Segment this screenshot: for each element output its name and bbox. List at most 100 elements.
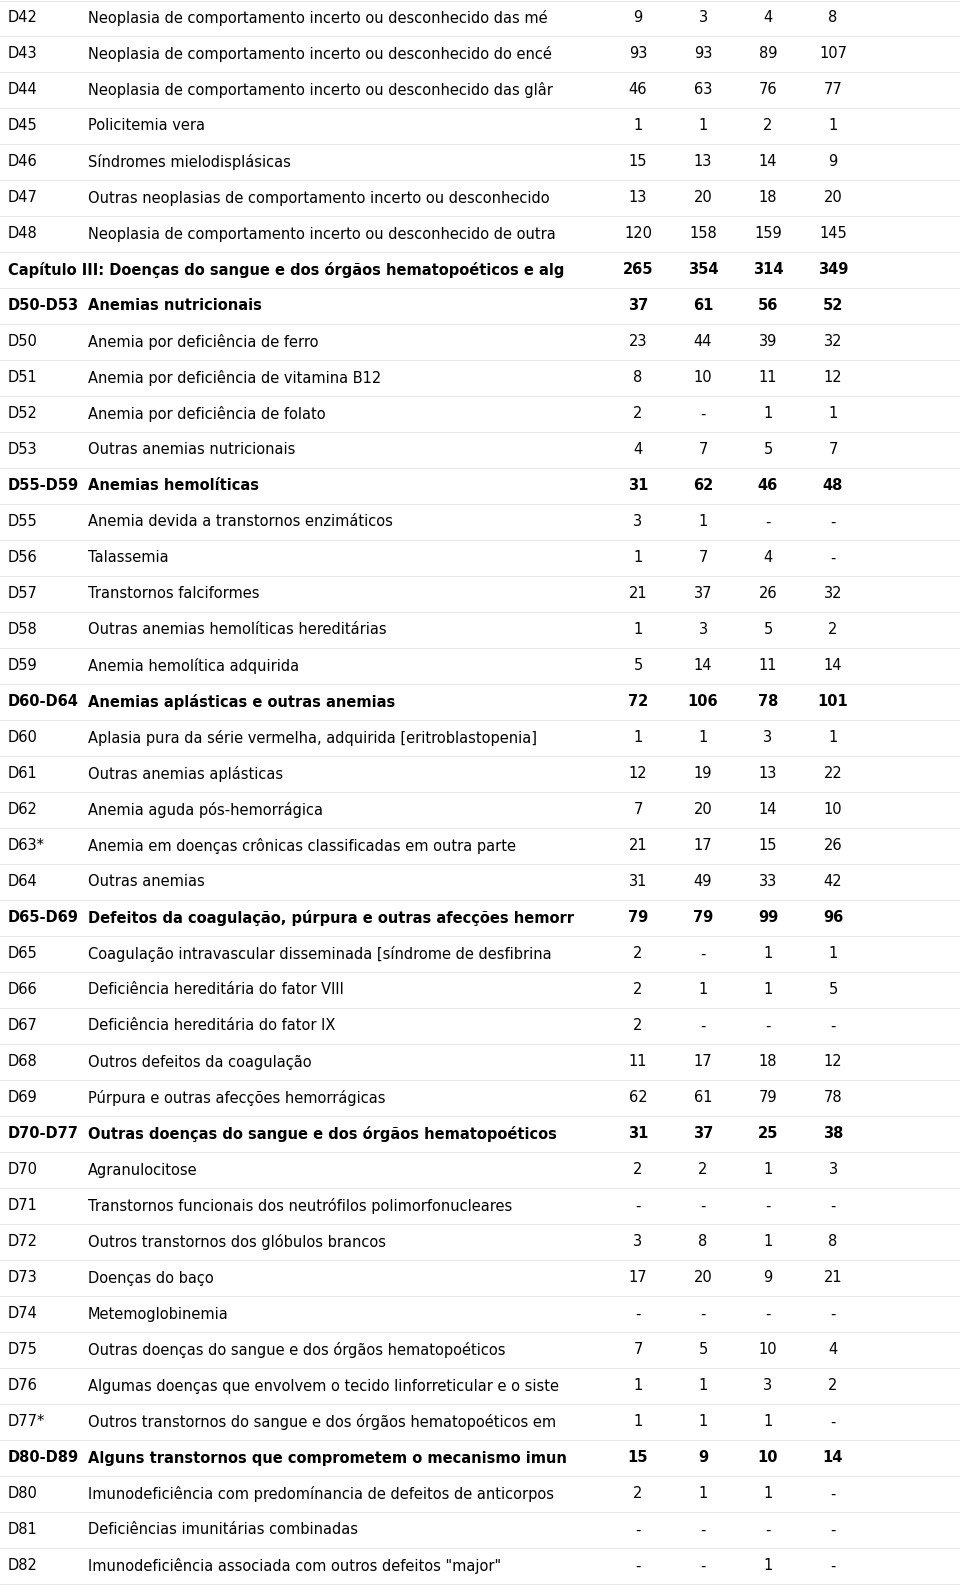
- Text: 56: 56: [757, 299, 779, 314]
- Text: 1: 1: [828, 406, 838, 422]
- Text: -: -: [830, 1487, 836, 1501]
- Text: 20: 20: [694, 191, 712, 205]
- Text: 14: 14: [758, 802, 778, 818]
- Text: D82: D82: [8, 1559, 37, 1573]
- Text: -: -: [636, 1199, 640, 1213]
- Text: 10: 10: [757, 1450, 779, 1466]
- Text: 9: 9: [763, 1270, 773, 1285]
- Text: 23: 23: [629, 334, 647, 350]
- Text: Defeitos da coagulação, púrpura e outras afecções hemorr: Defeitos da coagulação, púrpura e outras…: [88, 911, 574, 927]
- Text: 3: 3: [634, 1234, 642, 1250]
- Text: D53: D53: [8, 443, 37, 457]
- Text: 314: 314: [753, 263, 783, 277]
- Text: Outras anemias aplásticas: Outras anemias aplásticas: [88, 766, 283, 782]
- Text: -: -: [830, 1019, 836, 1033]
- Text: 20: 20: [694, 1270, 712, 1285]
- Text: -: -: [636, 1522, 640, 1538]
- Text: 37: 37: [693, 1127, 713, 1141]
- Text: 5: 5: [763, 622, 773, 637]
- Text: D56: D56: [8, 551, 37, 565]
- Text: 78: 78: [757, 694, 779, 710]
- Text: -: -: [765, 1019, 771, 1033]
- Text: D44: D44: [8, 83, 37, 97]
- Text: 49: 49: [694, 874, 712, 890]
- Text: D58: D58: [8, 622, 37, 637]
- Text: 120: 120: [624, 226, 652, 242]
- Text: 12: 12: [824, 371, 842, 385]
- Text: 7: 7: [634, 1342, 642, 1358]
- Text: 37: 37: [628, 299, 648, 314]
- Text: -: -: [700, 1559, 706, 1573]
- Text: Neoplasia de comportamento incerto ou desconhecido das mé: Neoplasia de comportamento incerto ou de…: [88, 10, 547, 25]
- Text: D60: D60: [8, 731, 37, 745]
- Text: 26: 26: [758, 586, 778, 602]
- Text: 3: 3: [699, 11, 708, 25]
- Text: 4: 4: [634, 443, 642, 457]
- Text: D74: D74: [8, 1307, 37, 1321]
- Text: 31: 31: [629, 874, 647, 890]
- Text: 93: 93: [629, 46, 647, 62]
- Text: 1: 1: [698, 514, 708, 530]
- Text: 78: 78: [824, 1091, 842, 1105]
- Text: 354: 354: [687, 263, 718, 277]
- Text: Algumas doenças que envolvem o tecido linforreticular e o siste: Algumas doenças que envolvem o tecido li…: [88, 1379, 559, 1393]
- Text: Outros defeitos da coagulação: Outros defeitos da coagulação: [88, 1054, 312, 1070]
- Text: 1: 1: [763, 406, 773, 422]
- Text: D57: D57: [8, 586, 37, 602]
- Text: 76: 76: [758, 83, 778, 97]
- Text: 15: 15: [628, 1450, 648, 1466]
- Text: D47: D47: [8, 191, 37, 205]
- Text: 7: 7: [634, 802, 642, 818]
- Text: D42: D42: [8, 11, 37, 25]
- Text: 72: 72: [628, 694, 648, 710]
- Text: 44: 44: [694, 334, 712, 350]
- Text: Síndromes mielodisplásicas: Síndromes mielodisplásicas: [88, 154, 291, 170]
- Text: D67: D67: [8, 1019, 37, 1033]
- Text: -: -: [636, 1559, 640, 1573]
- Text: 3: 3: [699, 622, 708, 637]
- Text: Anemia aguda pós-hemorrágica: Anemia aguda pós-hemorrágica: [88, 802, 323, 818]
- Text: -: -: [700, 1522, 706, 1538]
- Text: 48: 48: [823, 479, 843, 494]
- Text: 1: 1: [763, 1487, 773, 1501]
- Text: Anemia devida a transtornos enzimáticos: Anemia devida a transtornos enzimáticos: [88, 514, 393, 530]
- Text: 14: 14: [694, 659, 712, 673]
- Text: 2: 2: [634, 406, 642, 422]
- Text: Anemia por deficiência de vitamina B12: Anemia por deficiência de vitamina B12: [88, 369, 381, 385]
- Text: 93: 93: [694, 46, 712, 62]
- Text: 31: 31: [628, 479, 648, 494]
- Text: D80: D80: [8, 1487, 37, 1501]
- Text: 2: 2: [634, 1487, 642, 1501]
- Text: 2: 2: [634, 947, 642, 962]
- Text: Doenças do baço: Doenças do baço: [88, 1270, 214, 1285]
- Text: Transtornos funcionais dos neutrófilos polimorfonucleares: Transtornos funcionais dos neutrófilos p…: [88, 1199, 513, 1215]
- Text: 5: 5: [698, 1342, 708, 1358]
- Text: Anemia por deficiência de ferro: Anemia por deficiência de ferro: [88, 334, 319, 350]
- Text: 2: 2: [828, 622, 838, 637]
- Text: 4: 4: [763, 551, 773, 565]
- Text: -: -: [830, 1199, 836, 1213]
- Text: Deficiência hereditária do fator IX: Deficiência hereditária do fator IX: [88, 1019, 335, 1033]
- Text: Anemia por deficiência de folato: Anemia por deficiência de folato: [88, 406, 325, 422]
- Text: 14: 14: [824, 659, 842, 673]
- Text: 1: 1: [763, 1415, 773, 1430]
- Text: 17: 17: [629, 1270, 647, 1285]
- Text: Outras doenças do sangue e dos órgãos hematopoéticos: Outras doenças do sangue e dos órgãos he…: [88, 1126, 557, 1141]
- Text: Outras doenças do sangue e dos órgãos hematopoéticos: Outras doenças do sangue e dos órgãos he…: [88, 1342, 506, 1358]
- Text: 11: 11: [629, 1054, 647, 1070]
- Text: D81: D81: [8, 1522, 37, 1538]
- Text: 8: 8: [828, 11, 838, 25]
- Text: 62: 62: [629, 1091, 647, 1105]
- Text: Anemia hemolítica adquirida: Anemia hemolítica adquirida: [88, 657, 300, 673]
- Text: D73: D73: [8, 1270, 37, 1285]
- Text: D43: D43: [8, 46, 37, 62]
- Text: 21: 21: [629, 839, 647, 853]
- Text: D52: D52: [8, 406, 37, 422]
- Text: D75: D75: [8, 1342, 37, 1358]
- Text: 61: 61: [694, 1091, 712, 1105]
- Text: 159: 159: [755, 226, 781, 242]
- Text: D77*: D77*: [8, 1415, 45, 1430]
- Text: 1: 1: [763, 1162, 773, 1178]
- Text: Neoplasia de comportamento incerto ou desconhecido do encé: Neoplasia de comportamento incerto ou de…: [88, 46, 552, 62]
- Text: 79: 79: [758, 1091, 778, 1105]
